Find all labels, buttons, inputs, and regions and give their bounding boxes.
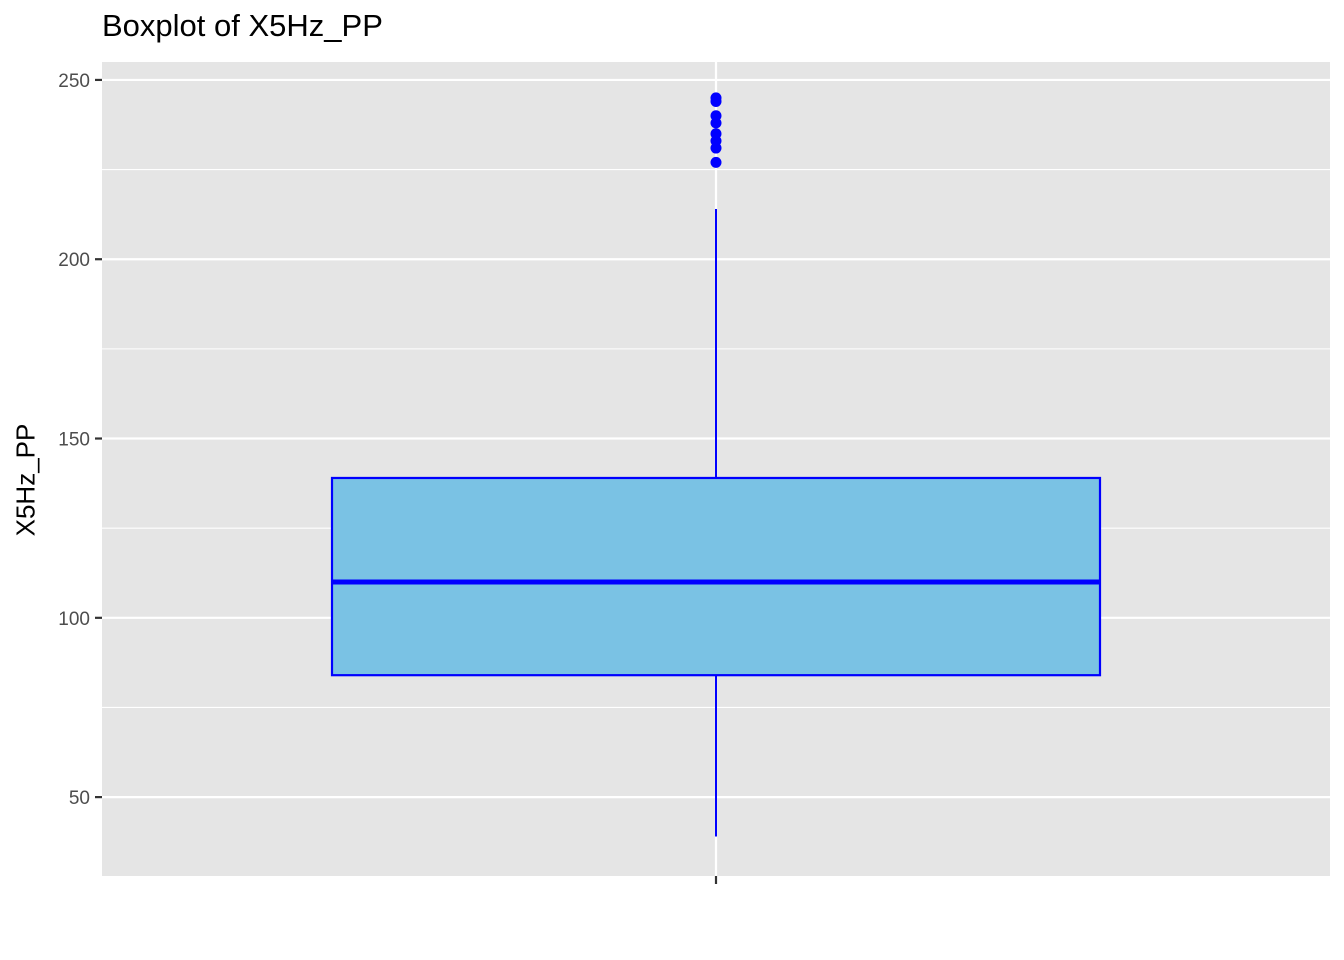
boxplot (330, 209, 1102, 837)
outlier-point (710, 156, 722, 168)
y-tick-label: 200 (58, 250, 90, 271)
y-tick-label: 150 (58, 430, 90, 451)
y-tick-label: 50 (69, 788, 90, 809)
y-tick-label: 250 (58, 71, 90, 92)
outlier-point (710, 110, 722, 122)
chart-title: Boxplot of X5Hz_PP (102, 8, 383, 43)
outlier-point (710, 128, 722, 140)
outlier-point (710, 92, 722, 104)
y-tick-label: 100 (58, 609, 90, 630)
outliers (710, 92, 722, 168)
y-axis: 50 100 150 200 250 (58, 71, 102, 809)
iqr-box (330, 476, 1102, 677)
